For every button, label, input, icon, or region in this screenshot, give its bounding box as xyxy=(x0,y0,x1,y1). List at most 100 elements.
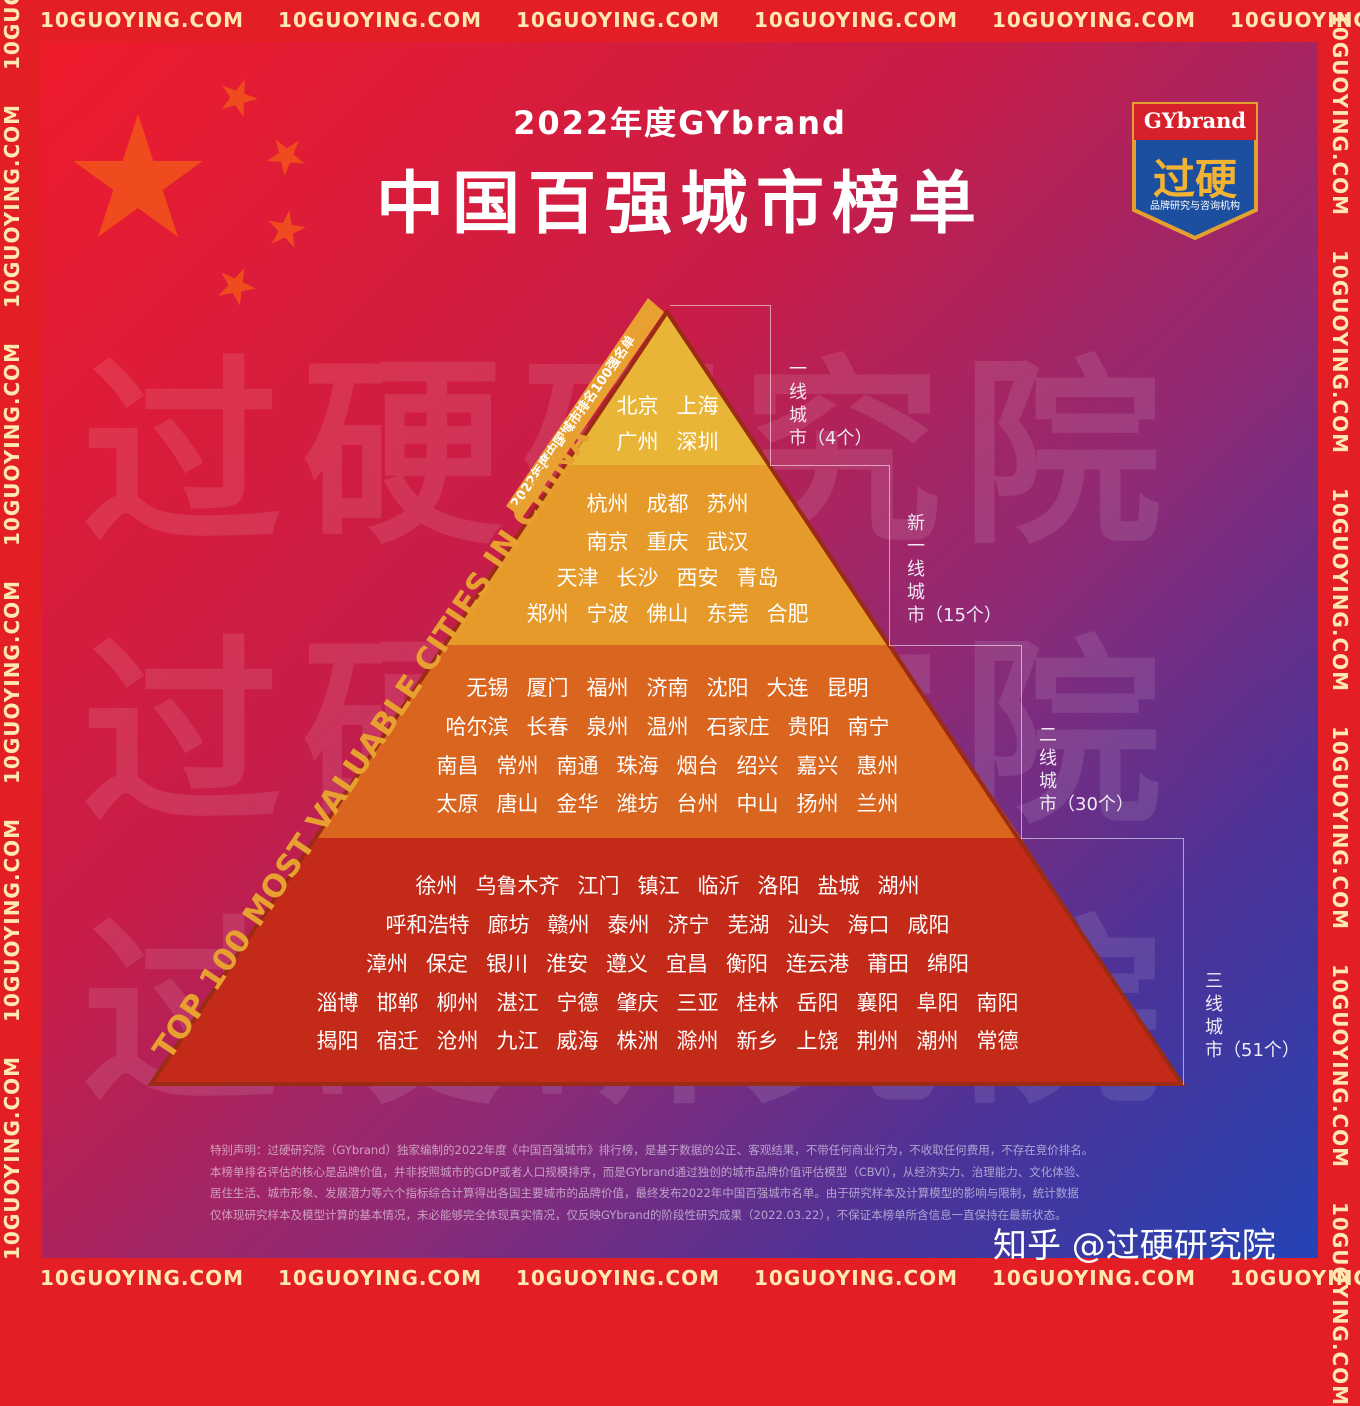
page-title: 中国百强城市榜单 xyxy=(375,165,984,244)
tier-2-label: 新一线城 市（15个） xyxy=(907,513,1002,626)
disclaimer-line: 居住生活、城市形象、发展潜力等六个指标综合计算得出各国主要城市的品牌价值，最终发… xyxy=(210,1186,1079,1200)
city-name: 无锡 xyxy=(466,676,509,700)
city-name: 宿迁 xyxy=(376,1029,419,1053)
city-name: 贵阳 xyxy=(787,715,830,739)
city-name: 镇江 xyxy=(637,874,680,898)
city-name: 合肥 xyxy=(766,602,809,626)
city-name: 长沙 xyxy=(616,566,659,590)
tier-3-row: 南昌 常州 南通 珠海 烟台 绍兴 嘉兴 惠州 xyxy=(150,750,1185,780)
city-name: 南阳 xyxy=(976,991,1019,1015)
city-name: 宁德 xyxy=(556,991,599,1015)
disclaimer-line: 特别声明：过硬研究院（GYbrand）独家编制的2022年度《中国百强城市》排行… xyxy=(210,1143,1094,1157)
city-name: 泰州 xyxy=(607,913,650,937)
city-name: 汕头 xyxy=(787,913,830,937)
city-name: 淄博 xyxy=(316,991,359,1015)
city-name: 滁州 xyxy=(676,1029,719,1053)
city-name: 漳州 xyxy=(366,952,408,976)
city-name: 乌鲁木齐 xyxy=(475,874,560,898)
city-name: 临沂 xyxy=(697,874,740,898)
city-name: 洛阳 xyxy=(757,874,800,898)
city-name: 武汉 xyxy=(706,530,749,554)
city-name: 沧州 xyxy=(436,1029,479,1053)
city-name: 肇庆 xyxy=(616,991,659,1015)
tier-4-band xyxy=(151,838,1182,1084)
logo-sub-text: 品牌研究与咨询机构 xyxy=(1150,201,1240,212)
city-name: 西安 xyxy=(676,566,719,590)
logo-main-text: 过硬 xyxy=(1152,155,1237,204)
city-name: 邯郸 xyxy=(376,991,419,1015)
city-name: 绍兴 xyxy=(736,754,779,778)
city-name: 宜昌 xyxy=(666,952,708,976)
tier-2-row: 南京 重庆 武汉 xyxy=(150,526,1185,556)
city-name: 青岛 xyxy=(736,566,779,590)
tier-2-row: 天津 长沙 西安 青岛 xyxy=(150,562,1185,592)
city-name: 广州 xyxy=(616,430,659,454)
tier-2-band xyxy=(445,465,889,645)
tier-2-bracket xyxy=(770,465,890,646)
city-name: 中山 xyxy=(736,792,779,816)
city-name: 湛江 xyxy=(496,991,539,1015)
city-name: 佛山 xyxy=(646,602,689,626)
city-name: 南京 xyxy=(586,530,629,554)
title-year: 2022年度GYbrand xyxy=(513,104,847,142)
city-name: 哈尔滨 xyxy=(445,715,509,739)
ribbon-band xyxy=(506,298,664,518)
tier-3-bracket xyxy=(889,645,1022,839)
city-name: 天津 xyxy=(556,566,599,590)
city-name: 江门 xyxy=(577,874,620,898)
city-name: 成都 xyxy=(646,492,689,516)
city-name: 淮安 xyxy=(546,952,588,976)
tier-1-row: 北京 上海 xyxy=(150,390,1185,420)
city-name: 桂林 xyxy=(736,991,779,1015)
city-name: 济南 xyxy=(646,676,689,700)
frame-bottom-text: 10GUOYING.COM 10GUOYING.COM 10GUOYING.CO… xyxy=(40,1266,1360,1290)
city-name: 盐城 xyxy=(817,874,860,898)
city-name: 南昌 xyxy=(436,754,479,778)
tier-4-label: 三线城 市（51个） xyxy=(1205,971,1300,1061)
city-name: 九江 xyxy=(496,1029,539,1053)
tier-4-row: 淄博 邯郸 柳州 湛江 宁德 肇庆 三亚 桂林 岳阳 襄阳 阜阳 南阳 xyxy=(150,987,1185,1017)
tier-1-band xyxy=(564,312,770,465)
tier-4-row: 揭阳 宿迁 沧州 九江 威海 株洲 滁州 新乡 上饶 荆州 潮州 常德 xyxy=(150,1025,1185,1055)
brand-logo: GYbrand 过硬 品牌研究与咨询机构 xyxy=(1132,102,1258,241)
city-name: 东莞 xyxy=(706,602,749,626)
city-name: 上海 xyxy=(676,394,719,418)
tier-3-label: 二线城 市（30个） xyxy=(1039,725,1134,815)
city-name: 泉州 xyxy=(586,715,629,739)
city-name: 石家庄 xyxy=(706,715,770,739)
tier-3-row: 无锡 厦门 福州 济南 沈阳 大连 昆明 xyxy=(150,672,1185,702)
city-name: 廊坊 xyxy=(487,913,530,937)
tier-4-row: 徐州 乌鲁木齐 江门 镇江 临沂 洛阳 盐城 湖州 xyxy=(150,870,1185,900)
city-name: 赣州 xyxy=(547,913,590,937)
city-name: 保定 xyxy=(426,952,468,976)
city-name: 太原 xyxy=(436,792,479,816)
city-name: 兰州 xyxy=(856,792,899,816)
frame-top-text: 10GUOYING.COM 10GUOYING.COM 10GUOYING.CO… xyxy=(40,8,1360,32)
city-name: 海口 xyxy=(847,913,890,937)
city-name: 岳阳 xyxy=(796,991,839,1015)
city-name: 柳州 xyxy=(436,991,479,1015)
tier-1-label: 一线城 市（4个） xyxy=(789,359,873,449)
city-pyramid xyxy=(147,298,1186,1086)
city-name: 威海 xyxy=(556,1029,599,1053)
city-name: 咸阳 xyxy=(907,913,950,937)
city-name: 杭州 xyxy=(586,492,629,516)
city-name: 荆州 xyxy=(856,1029,899,1053)
city-name: 台州 xyxy=(676,792,719,816)
city-name: 衡阳 xyxy=(726,952,768,976)
city-name: 昆明 xyxy=(826,676,869,700)
city-name: 襄阳 xyxy=(856,991,899,1015)
city-name: 深圳 xyxy=(676,430,719,454)
disclaimer: 特别声明：过硬研究院（GYbrand）独家编制的2022年度《中国百强城市》排行… xyxy=(210,1140,1150,1226)
city-name: 重庆 xyxy=(646,530,689,554)
disclaimer-line: 仅体现研究样本及模型计算的基本情况，未必能够完全体现真实情况，仅反映GYbran… xyxy=(210,1207,1067,1222)
city-name: 银川 xyxy=(486,952,528,976)
city-name: 三亚 xyxy=(676,991,719,1015)
tier-1-bracket xyxy=(670,305,771,466)
city-name: 连云港 xyxy=(786,952,849,976)
city-name: 福州 xyxy=(586,676,629,700)
tier-4-bracket xyxy=(1021,838,1184,1085)
tier-1-row: 广州 深圳 xyxy=(150,426,1185,456)
city-name: 烟台 xyxy=(676,754,719,778)
city-name: 遵义 xyxy=(606,952,648,976)
